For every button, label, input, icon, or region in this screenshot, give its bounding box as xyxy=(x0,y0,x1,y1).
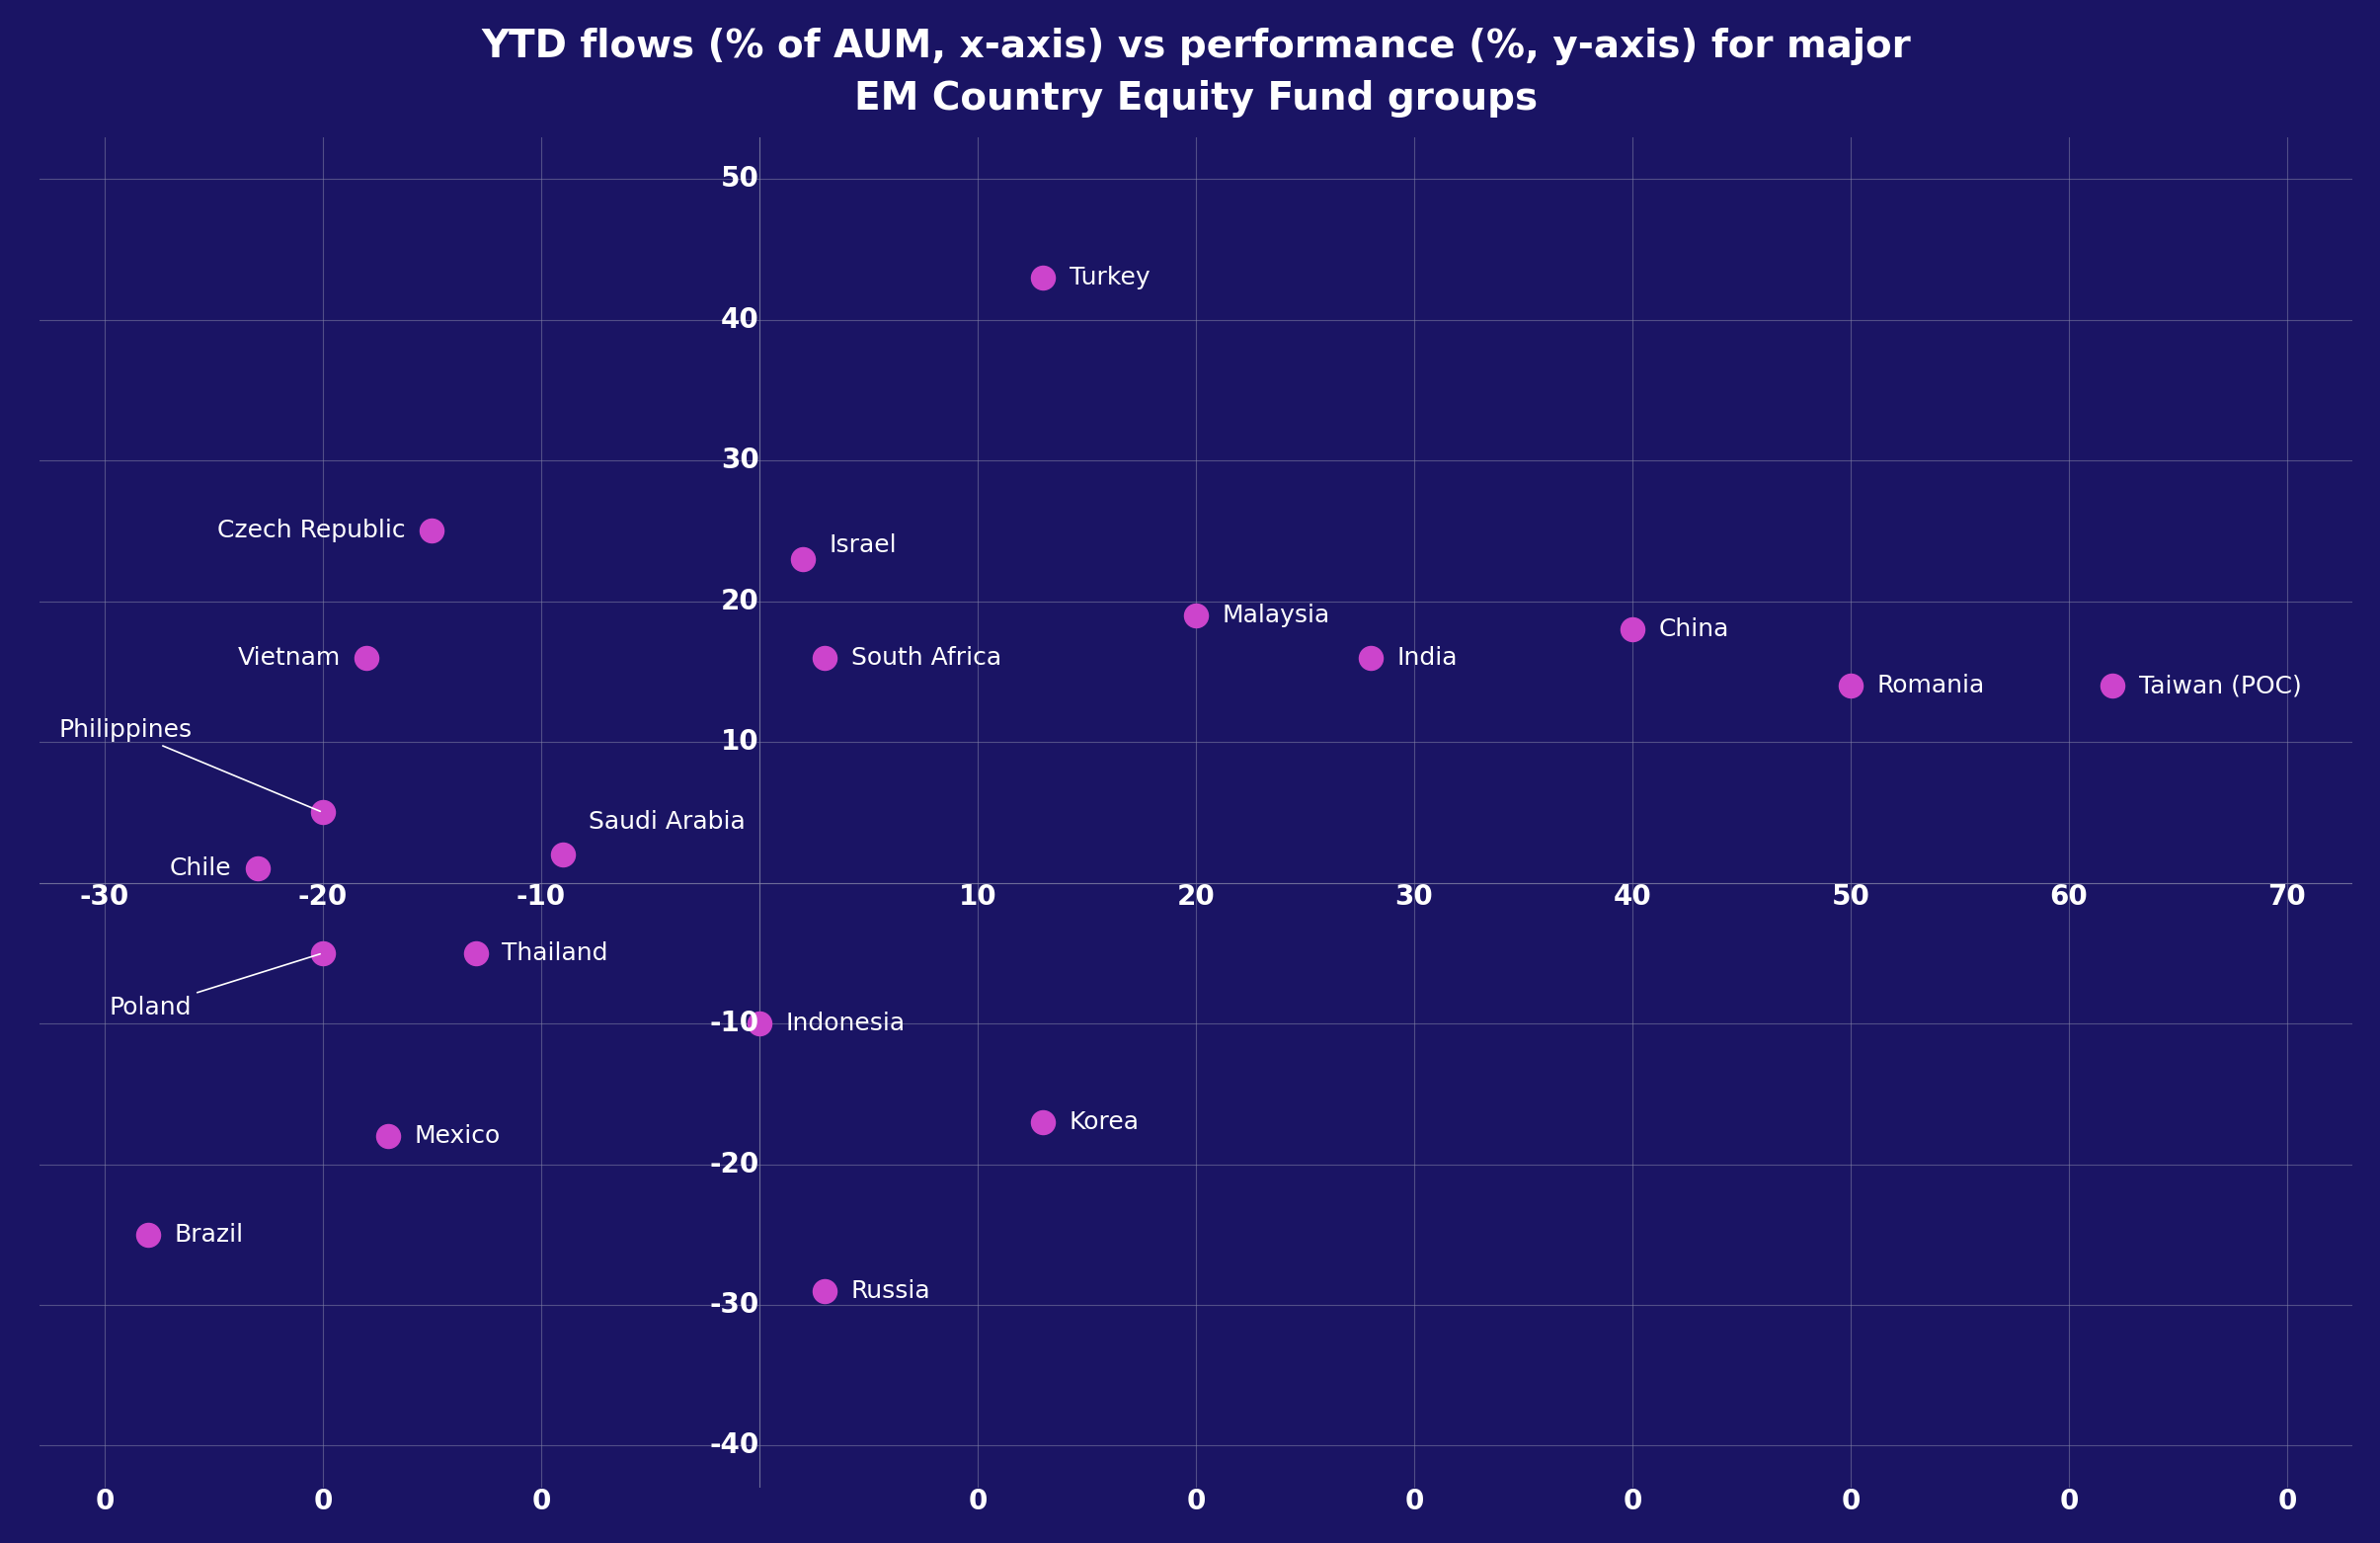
Text: China: China xyxy=(1659,617,1728,642)
Text: Russia: Russia xyxy=(852,1279,931,1302)
Text: Turkey: Turkey xyxy=(1069,265,1150,290)
Text: 20: 20 xyxy=(1176,883,1214,910)
Text: 10: 10 xyxy=(721,728,759,756)
Text: -10: -10 xyxy=(709,1009,759,1037)
Text: South Africa: South Africa xyxy=(852,645,1002,670)
Text: 0: 0 xyxy=(2278,1487,2297,1515)
Text: 50: 50 xyxy=(721,165,759,193)
Text: 0: 0 xyxy=(95,1487,114,1515)
Point xyxy=(740,1011,778,1035)
Text: 30: 30 xyxy=(1395,883,1433,910)
Text: 40: 40 xyxy=(1614,883,1652,910)
Point xyxy=(545,842,583,867)
Text: 70: 70 xyxy=(2268,883,2306,910)
Point xyxy=(807,645,845,670)
Point xyxy=(369,1123,407,1148)
Text: 0: 0 xyxy=(1185,1487,1204,1515)
Text: 0: 0 xyxy=(969,1487,988,1515)
Text: -10: -10 xyxy=(516,883,566,910)
Title: YTD flows (% of AUM, x-axis) vs performance (%, y-axis) for major
EM Country Equ: YTD flows (% of AUM, x-axis) vs performa… xyxy=(481,28,1911,117)
Point xyxy=(305,799,343,824)
Text: Israel: Israel xyxy=(828,534,897,557)
Text: Thailand: Thailand xyxy=(502,941,607,964)
Text: -20: -20 xyxy=(709,1151,759,1177)
Point xyxy=(129,1222,167,1247)
Text: -30: -30 xyxy=(81,883,129,910)
Text: Korea: Korea xyxy=(1069,1109,1140,1134)
Text: Brazil: Brazil xyxy=(174,1222,243,1247)
Point xyxy=(412,518,450,543)
Point xyxy=(1176,603,1214,628)
Text: Mexico: Mexico xyxy=(414,1125,500,1148)
Text: -20: -20 xyxy=(298,883,347,910)
Point xyxy=(1023,265,1061,290)
Point xyxy=(1352,645,1390,670)
Text: 0: 0 xyxy=(1623,1487,1642,1515)
Point xyxy=(238,856,276,881)
Text: 0: 0 xyxy=(1404,1487,1423,1515)
Text: Indonesia: Indonesia xyxy=(785,1012,904,1035)
Text: 0: 0 xyxy=(2059,1487,2078,1515)
Text: 20: 20 xyxy=(721,588,759,616)
Point xyxy=(2094,673,2132,697)
Text: 0: 0 xyxy=(531,1487,550,1515)
Text: Saudi Arabia: Saudi Arabia xyxy=(590,810,745,833)
Text: 10: 10 xyxy=(959,883,997,910)
Text: -30: -30 xyxy=(709,1291,759,1319)
Text: 0: 0 xyxy=(1842,1487,1861,1515)
Point xyxy=(783,546,821,571)
Text: Poland: Poland xyxy=(109,954,321,1018)
Text: Taiwan (POC): Taiwan (POC) xyxy=(2140,674,2301,697)
Text: Czech Republic: Czech Republic xyxy=(217,518,405,543)
Text: India: India xyxy=(1397,645,1457,670)
Text: Chile: Chile xyxy=(169,856,231,881)
Point xyxy=(1614,617,1652,642)
Text: 30: 30 xyxy=(721,447,759,474)
Point xyxy=(1833,673,1871,697)
Point xyxy=(457,941,495,966)
Point xyxy=(807,1279,845,1304)
Text: 0: 0 xyxy=(314,1487,333,1515)
Text: Romania: Romania xyxy=(1878,674,1985,697)
Text: 40: 40 xyxy=(721,306,759,333)
Point xyxy=(347,645,386,670)
Point xyxy=(1023,1109,1061,1134)
Text: Vietnam: Vietnam xyxy=(238,645,340,670)
Point xyxy=(305,941,343,966)
Text: Philippines: Philippines xyxy=(60,719,321,812)
Text: -40: -40 xyxy=(709,1432,759,1460)
Text: 60: 60 xyxy=(2049,883,2087,910)
Text: Malaysia: Malaysia xyxy=(1221,603,1330,626)
Text: 50: 50 xyxy=(1830,883,1871,910)
